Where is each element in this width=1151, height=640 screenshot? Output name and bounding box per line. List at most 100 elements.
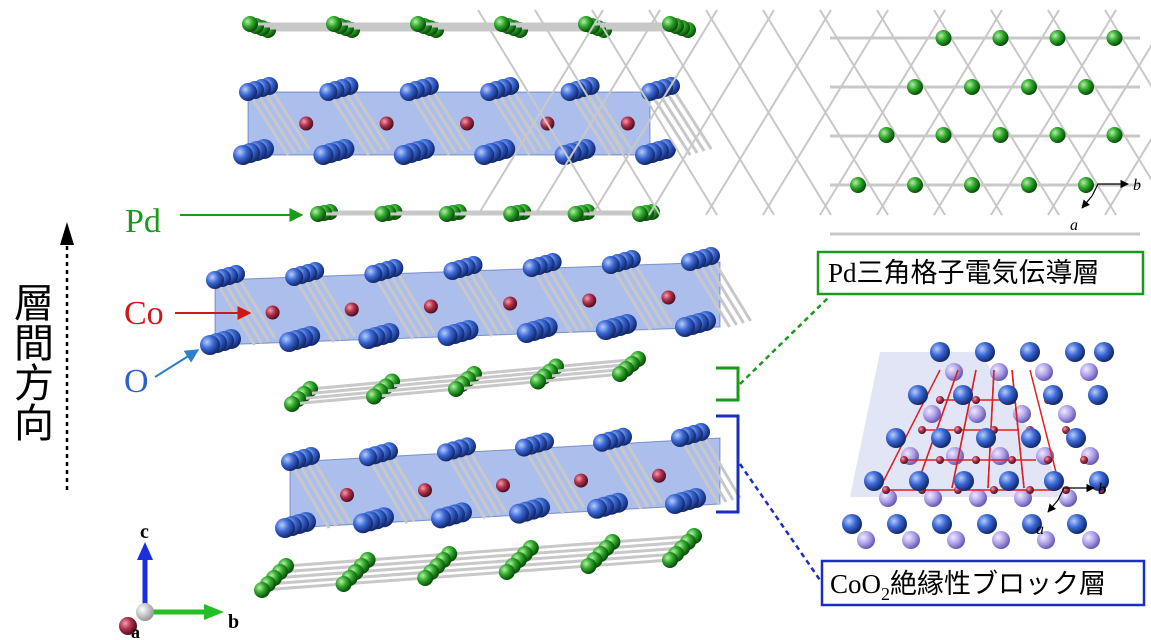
co-atom <box>990 486 998 494</box>
co-atom <box>503 296 518 311</box>
co-atom <box>1008 456 1016 464</box>
o-atom <box>930 342 950 362</box>
co-atom <box>936 396 944 404</box>
co-atom <box>299 116 314 131</box>
lattice-line <box>1047 9 1151 181</box>
o-atom <box>437 326 458 346</box>
bond <box>299 274 343 341</box>
bond <box>648 91 692 156</box>
o-atom-lower <box>991 447 1009 465</box>
bond <box>261 558 671 592</box>
co-atom <box>661 290 676 305</box>
bond <box>313 270 357 337</box>
bond <box>551 261 594 328</box>
o-atom <box>358 329 379 349</box>
co-atom <box>918 426 926 434</box>
co-atom <box>882 486 890 494</box>
lattice-line <box>705 9 832 216</box>
subscript: 2 <box>881 584 890 604</box>
bond <box>621 436 664 504</box>
coo2-box <box>820 559 1146 607</box>
bond <box>544 263 587 330</box>
bond <box>543 440 586 509</box>
o-atom <box>909 471 929 491</box>
pd-atom <box>1021 79 1037 95</box>
bond <box>699 431 742 499</box>
o-atom <box>522 259 541 277</box>
o-atom-lower <box>945 363 963 381</box>
bond <box>607 440 650 508</box>
o-atom <box>1065 342 1085 362</box>
o-atom <box>353 513 373 534</box>
bond <box>609 264 652 331</box>
bond <box>428 85 472 150</box>
o-atom-lower <box>923 405 941 423</box>
direction-label: 層間方向 <box>7 282 53 442</box>
bond <box>451 449 494 518</box>
bond <box>709 255 752 322</box>
bond <box>465 445 508 514</box>
o-atom <box>516 323 537 343</box>
co-atom <box>582 293 597 308</box>
o-atom <box>206 271 224 289</box>
pd-atom <box>374 206 391 222</box>
pd-atom <box>1078 177 1094 193</box>
bond <box>421 87 465 152</box>
o-atom <box>443 262 462 280</box>
o-atom <box>665 494 685 514</box>
co-atom <box>340 488 354 502</box>
bond <box>414 89 458 154</box>
bond <box>537 265 580 332</box>
bond <box>702 257 745 324</box>
pd-atom <box>410 16 426 32</box>
bond <box>279 540 689 574</box>
bond <box>501 87 545 152</box>
o-atom <box>977 514 997 534</box>
o-atom <box>681 253 699 271</box>
pd-atom <box>335 576 352 592</box>
inset-a-label: a <box>1070 217 1078 234</box>
o-atom <box>932 514 952 534</box>
bond <box>348 85 391 150</box>
pd-atom <box>1049 30 1066 46</box>
o-atom <box>319 83 338 101</box>
o-atom <box>601 256 620 274</box>
pd-atom <box>992 127 1009 143</box>
bond <box>285 534 695 568</box>
pd-atom <box>907 79 923 95</box>
pd-atom <box>326 16 342 32</box>
pd-box <box>816 250 1145 296</box>
pd-atom <box>1106 30 1123 46</box>
pd-atom <box>503 206 520 222</box>
bond <box>616 262 659 329</box>
o-atom <box>1044 471 1064 491</box>
o-atom <box>515 438 533 457</box>
pd-atom <box>254 582 270 598</box>
lattice-line <box>591 9 718 216</box>
o-atom-lower <box>946 447 964 465</box>
lattice-line <box>990 9 1117 216</box>
o-atom <box>864 471 884 491</box>
o-atom <box>437 443 455 462</box>
inset-b-label: b <box>1133 177 1141 194</box>
o-atom <box>279 332 300 352</box>
o-atom <box>1067 514 1087 534</box>
pd-bracket <box>716 366 740 402</box>
bond <box>387 450 430 518</box>
bond <box>234 273 277 340</box>
o-atom <box>999 471 1019 491</box>
bond <box>288 461 331 529</box>
bond <box>292 276 336 343</box>
inset-axis-b <box>1091 179 1129 197</box>
o-atom <box>908 385 928 405</box>
co-atom <box>574 473 588 488</box>
co-atom <box>423 299 438 314</box>
o-label: O <box>124 363 149 400</box>
bond <box>302 457 345 525</box>
bond <box>529 444 572 513</box>
bond <box>458 268 501 335</box>
co-atom <box>1044 456 1052 464</box>
axis-a-sphere <box>119 617 137 635</box>
pd-label: Pd <box>125 203 161 240</box>
